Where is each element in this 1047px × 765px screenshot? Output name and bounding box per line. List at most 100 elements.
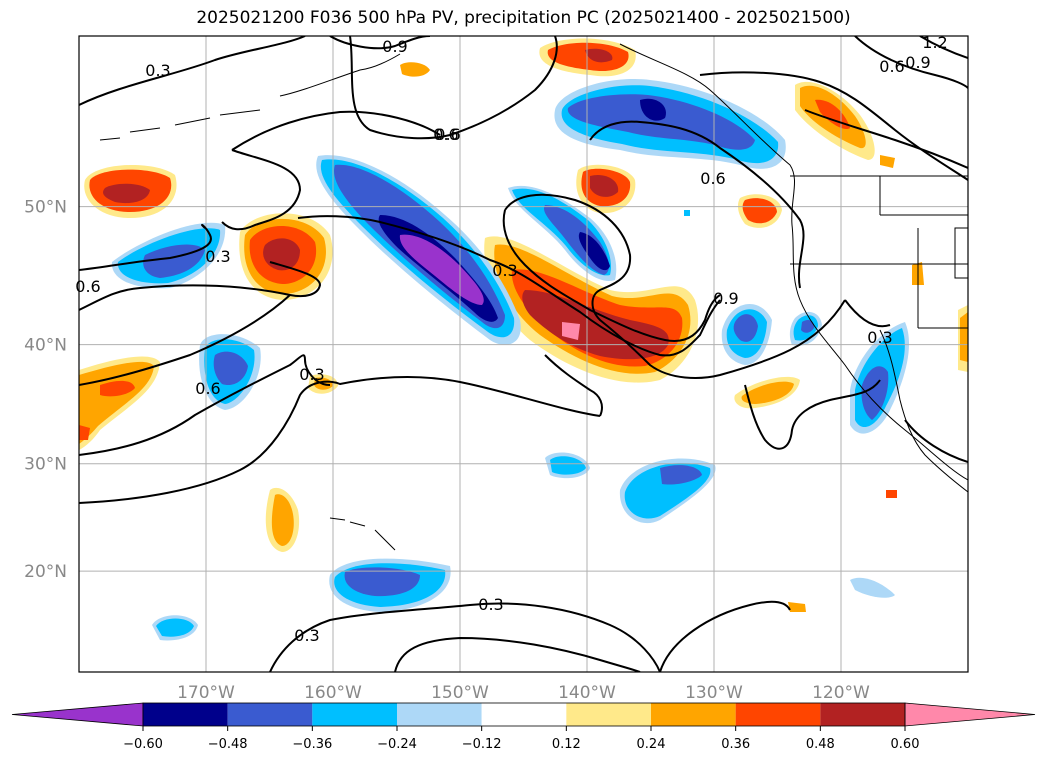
pv-contour-23 bbox=[269, 602, 661, 672]
pv-contour-12 bbox=[504, 193, 846, 379]
colorbar-tick-label: 0.24 bbox=[637, 737, 666, 752]
colorbar-segment bbox=[735, 703, 821, 726]
pv-contour-1 bbox=[79, 36, 306, 106]
precip-se-positive-36 bbox=[741, 381, 794, 404]
lat-tick-label: 50°N bbox=[24, 198, 67, 218]
pv-contour-22 bbox=[844, 299, 891, 328]
colorbar-outline bbox=[142, 702, 906, 727]
lon-tick-label: 120°W bbox=[812, 683, 870, 703]
pv-contour-18 bbox=[919, 36, 968, 59]
colorbar-tick-label: −0.60 bbox=[123, 737, 163, 752]
precip-band-positive-60 bbox=[522, 290, 669, 360]
precip-ne-positive-tail bbox=[880, 155, 895, 168]
pv-contour-label: 0.9 bbox=[713, 289, 738, 308]
pv-contour-13 bbox=[502, 209, 721, 342]
pv-contour-label: 0.9 bbox=[382, 37, 407, 56]
pv-contour-11 bbox=[297, 215, 721, 357]
colorbar-tick-label: 0.60 bbox=[891, 737, 920, 752]
precip-se-island-positive bbox=[788, 602, 806, 612]
precip-hawaiiwest-positive-36 bbox=[271, 494, 294, 546]
colorbar-segment bbox=[651, 703, 736, 726]
colorbar-segment bbox=[227, 703, 313, 726]
precip-tiny-negative bbox=[684, 210, 690, 216]
pv-contour-label: 0.6 bbox=[195, 379, 220, 398]
pv-contour-label: 0.3 bbox=[478, 595, 503, 614]
pv-contour-20 bbox=[744, 379, 881, 450]
colorbar-extend-min bbox=[11, 702, 144, 727]
pv-contour-label: 0.3 bbox=[299, 365, 324, 384]
pv-contour-label: 0.9 bbox=[905, 53, 930, 72]
chart-title: 2025021200 F036 500 hPa PV, precipitatio… bbox=[196, 8, 851, 28]
colorbar-segment bbox=[312, 703, 397, 726]
pv-contour-labels: 0.90.30.60.30.60.60.30.60.30.60.90.30.30… bbox=[75, 33, 947, 645]
colorbar-tick-label: −0.12 bbox=[462, 737, 502, 752]
precip-farleft-positive-36 bbox=[79, 361, 154, 444]
precip-coast-positive-36 bbox=[742, 198, 777, 224]
pv-contour-label: 0.6 bbox=[435, 125, 460, 144]
precip-gulf-negative-48 bbox=[640, 98, 666, 121]
precip-north-positive-36 bbox=[547, 42, 629, 72]
pv-contour-19 bbox=[804, 109, 968, 169]
colorbar-segment bbox=[481, 703, 567, 726]
colorbar-tick-label: −0.48 bbox=[208, 737, 248, 752]
border-states bbox=[790, 176, 968, 329]
latitude-tick-labels: 50°N 40°N 30°N 20°N bbox=[24, 198, 67, 583]
precip-nw-positive-48 bbox=[103, 183, 150, 204]
coastlines bbox=[99, 43, 968, 551]
precip-tiny-positive-2 bbox=[400, 62, 430, 77]
pv-contour-label: 0.6 bbox=[75, 277, 100, 296]
lon-tick-label: 150°W bbox=[431, 683, 489, 703]
pv-contour-label: 0.6 bbox=[700, 169, 725, 188]
colorbar-segment bbox=[820, 703, 905, 726]
colorbar-tick-label: 0.36 bbox=[721, 737, 750, 752]
coastline-baja bbox=[879, 329, 968, 493]
precip-lowleft-negative-36 bbox=[213, 351, 248, 386]
gridlines bbox=[79, 36, 968, 672]
lon-tick-label: 160°W bbox=[304, 683, 362, 703]
pv-contour-9 bbox=[79, 354, 331, 456]
colorbar-tick-label: −0.36 bbox=[292, 737, 332, 752]
pv-contour-17 bbox=[854, 36, 968, 89]
precip-baja-negative-36 bbox=[861, 366, 889, 420]
precip-coast2-negative-36 bbox=[801, 320, 815, 333]
pv-contour-6 bbox=[79, 223, 212, 271]
lon-tick-label: 130°W bbox=[685, 683, 743, 703]
pv-contour-24 bbox=[394, 636, 641, 672]
lat-tick-label: 20°N bbox=[24, 562, 67, 582]
precip-gulf-negative-36 bbox=[567, 94, 755, 150]
precipitation-shading bbox=[79, 38, 968, 641]
colorbar-tick-label: 0.48 bbox=[806, 737, 835, 752]
coastline-islands bbox=[99, 109, 396, 551]
pv-contour-4 bbox=[231, 110, 441, 151]
pv-contour-label: 0.3 bbox=[492, 261, 517, 280]
pv-contour-label: 0.3 bbox=[867, 328, 892, 347]
colorbar-segment bbox=[566, 703, 651, 726]
pv-contour-label: 0.3 bbox=[294, 626, 319, 645]
pv-contour-label: 0.3 bbox=[145, 61, 170, 80]
precip-tiny-positive bbox=[886, 490, 897, 498]
lat-tick-label: 40°N bbox=[24, 336, 67, 356]
lat-tick-label: 30°N bbox=[24, 455, 67, 475]
precip-south-negative-36 bbox=[660, 465, 702, 485]
colorbar-segment bbox=[143, 703, 228, 726]
pv-contour-15 bbox=[544, 354, 603, 417]
precip-se-island-negative bbox=[850, 577, 895, 598]
pv-contour-label: 0.6 bbox=[433, 125, 458, 144]
colorbar-tick-label: −0.24 bbox=[377, 737, 417, 752]
precip-sw-negative-24 bbox=[156, 618, 194, 637]
precip-coast-negative-36 bbox=[733, 314, 758, 342]
precip-hawaii-negative-36 bbox=[344, 567, 420, 597]
pv-contour-label: 0.3 bbox=[205, 247, 230, 266]
colorbar-segment bbox=[397, 703, 482, 726]
longitude-tick-labels: 170°W 160°W 150°W 140°W 130°W 120°W bbox=[177, 683, 870, 703]
pv-contour-14 bbox=[589, 120, 805, 289]
pv-contour-10 bbox=[79, 375, 601, 504]
precip-mid-positive-48 bbox=[590, 174, 619, 197]
pv-contour-8 bbox=[79, 294, 291, 386]
precip-south2-negative-24 bbox=[550, 456, 586, 475]
pv-contour-25 bbox=[659, 600, 791, 672]
pv-contour-16 bbox=[699, 71, 968, 181]
coastline-alaska bbox=[279, 43, 968, 481]
lon-tick-label: 140°W bbox=[558, 683, 616, 703]
